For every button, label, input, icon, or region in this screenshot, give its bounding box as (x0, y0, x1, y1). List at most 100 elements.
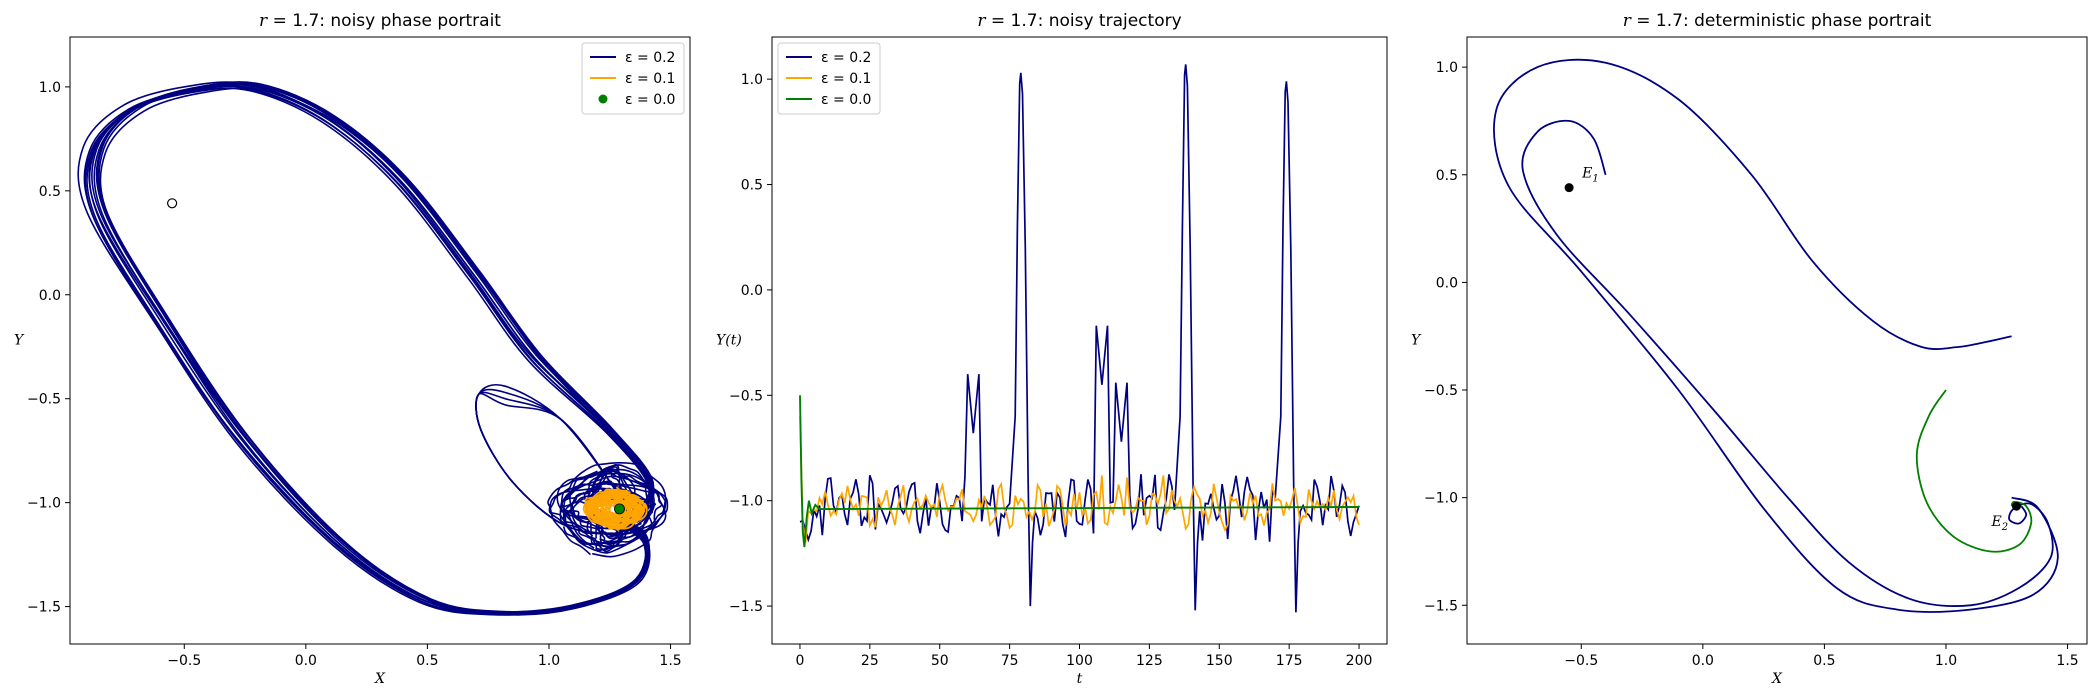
x-axis-label: t (1077, 671, 1083, 687)
axes-frame (1466, 36, 2088, 645)
y-tick-label: 0.5 (1436, 168, 1458, 184)
y-tick-label: −1.5 (1424, 598, 1458, 614)
y-tick-label: 0.0 (39, 288, 61, 304)
equilibrium-name: E (1581, 166, 1592, 182)
series-eps-0.1-loop (582, 488, 645, 530)
x-tick-label: 25 (861, 653, 879, 669)
title-rest: = 1.7: noisy phase portrait (267, 11, 501, 31)
x-tick-label: 200 (1346, 653, 1373, 669)
x-tick-label: 0.0 (1692, 653, 1714, 669)
y-tick-label: −0.5 (27, 392, 61, 408)
chart-title: r = 1.7: noisy trajectory (977, 11, 1181, 31)
deterministic-trajectory-0 (1521, 119, 2054, 607)
legend-label: ε = 0.1 (821, 71, 871, 87)
series-eps-0.2-loop (586, 467, 636, 550)
y-tick-label: 0.5 (741, 178, 763, 194)
plot-area (1493, 58, 2059, 613)
title-var: r (977, 11, 986, 31)
equilibrium-name: E (1990, 514, 2001, 530)
chart-title: r = 1.7: noisy phase portrait (259, 11, 501, 31)
series-eps-0.2-loop (548, 482, 667, 535)
y-tick-label: −0.5 (1424, 383, 1458, 399)
series-eps-0.1-loop (591, 488, 638, 531)
title-var: r (1623, 11, 1632, 31)
axes-frame (69, 36, 691, 645)
x-tick-label: 50 (931, 653, 949, 669)
x-tick-label: 150 (1206, 653, 1233, 669)
y-tick-label: 0.0 (1436, 275, 1458, 291)
y-tick-label: −1.5 (27, 600, 61, 616)
series-eps-0.2-loop (562, 464, 653, 554)
title-rest: = 1.7: noisy trajectory (985, 11, 1181, 31)
legend: ε = 0.2 ε = 0.1 ε = 0.0 (581, 42, 685, 115)
y-tick-label: 1.0 (1436, 60, 1458, 76)
legend-marker (598, 94, 608, 104)
unstable-equilibrium-marker (167, 198, 178, 209)
series-eps-0.0-line (799, 395, 1360, 548)
y-axis-label: Y(t) (716, 333, 742, 349)
x-axis-label: X (1771, 671, 1783, 687)
equilibrium-label: E2 (1990, 514, 2008, 533)
y-tick-label: −1.0 (729, 494, 763, 510)
x-tick-label: −0.5 (167, 653, 201, 669)
y-axis-label: Y (14, 333, 25, 349)
x-tick-label: −0.5 (1564, 653, 1598, 669)
series-eps-0.0-point (614, 503, 625, 515)
series-eps-0.2-loop (571, 487, 653, 531)
panel-middle: 0 25 50 75 100 125 150 175 200 −1.5 −1.0 −0.5 0.0 0.5… (716, 11, 1388, 687)
series-eps-0.2-loop (475, 392, 642, 535)
x-tick-label: 1.5 (2056, 653, 2078, 669)
panel-right: −0.5 0.0 0.5 1.0 1.5 −1.5 −1.0 −0.5 0.0 0.5 1.0 r =… (1411, 11, 2088, 687)
panel-left: −0.5 0.0 0.5 1.0 1.5 −1.5 −1.0 −0.5 0.0 0.5 1.0 r =… (14, 11, 691, 687)
chart-title: r = 1.7: deterministic phase portrait (1623, 11, 1932, 31)
x-tick-label: 1.0 (538, 653, 560, 669)
deterministic-trajectory-1 (1493, 58, 2059, 613)
legend-box (581, 42, 685, 115)
x-tick-label: 0 (795, 653, 804, 669)
legend-box (777, 42, 881, 115)
title-var: r (259, 11, 268, 31)
legend-label: ε = 0.0 (625, 92, 675, 108)
x-tick-label: 100 (1066, 653, 1093, 669)
legend: ε = 0.2 ε = 0.1 ε = 0.0 (777, 42, 881, 115)
x-tick-label: 175 (1276, 653, 1303, 669)
x-tick-label: 1.5 (659, 653, 681, 669)
legend-label: ε = 0.1 (625, 71, 675, 87)
legend-label: ε = 0.2 (821, 50, 871, 66)
equilibrium-point (2011, 501, 2021, 511)
series-eps-0.2-excursion (84, 87, 651, 616)
axes-frame (771, 36, 1388, 645)
equilibrium-label: E1 (1581, 166, 1599, 185)
series-eps-0.2-excursion (91, 83, 654, 614)
y-tick-label: −1.0 (1424, 491, 1458, 507)
y-tick-label: −1.5 (729, 599, 763, 615)
x-tick-label: 1.0 (1935, 653, 1957, 669)
x-tick-label: 0.0 (295, 653, 317, 669)
y-axis-label: Y (1411, 333, 1422, 349)
deterministic-trajectory-2 (1915, 389, 2033, 553)
series-eps-0.1-line (799, 416, 1360, 543)
series-eps-0.2-excursion (93, 83, 653, 614)
series-eps-0.1-loop (589, 499, 641, 518)
x-tick-label: 0.5 (416, 653, 438, 669)
plot-area (799, 64, 1360, 613)
x-tick-label: 0.5 (1813, 653, 1835, 669)
x-tick-label: 125 (1136, 653, 1163, 669)
y-tick-label: −1.0 (27, 496, 61, 512)
plot-area (77, 81, 669, 616)
x-axis-label: X (374, 671, 386, 687)
series-eps-0.2-loop (569, 470, 655, 545)
y-tick-label: 0.0 (741, 283, 763, 299)
series-eps-0.2-line (799, 64, 1360, 613)
y-tick-label: 0.5 (39, 184, 61, 200)
legend-label: ε = 0.2 (625, 50, 675, 66)
equilibrium-sub: 1 (1592, 174, 1598, 185)
title-rest: = 1.7: deterministic phase portrait (1631, 11, 1932, 31)
x-tick-label: 75 (1001, 653, 1019, 669)
legend-label: ε = 0.0 (821, 92, 871, 108)
y-tick-label: −0.5 (729, 388, 763, 404)
y-tick-label: 1.0 (39, 80, 61, 96)
y-tick-label: 1.0 (741, 72, 763, 88)
equilibrium-sub: 2 (2001, 522, 2008, 533)
